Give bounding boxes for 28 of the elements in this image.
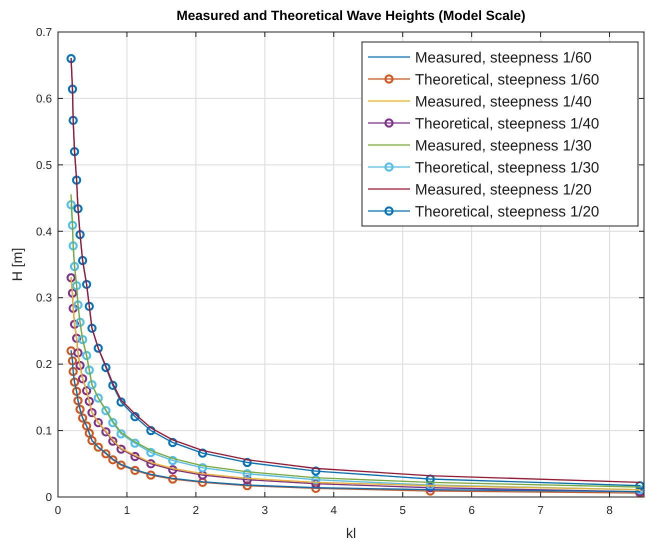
y-tick-label: 0.2 [36,359,52,372]
x-tick-label: 7 [537,505,544,517]
y-tick-label: 0.6 [36,93,52,106]
legend-label: Theoretical, steepness 1/30 [415,160,600,176]
x-axis-title: kl [346,525,356,541]
legend-label: Measured, steepness 1/20 [415,182,592,198]
chart-title: Measured and Theoretical Wave Heights (Model Scale) [176,8,526,23]
y-tick-label: 0 [46,492,52,504]
legend-label: Theoretical, steepness 1/20 [415,204,600,220]
x-tick-label: 8 [606,505,613,517]
x-tick-label: 0 [54,505,62,517]
legend-label: Measured, steepness 1/40 [415,94,592,110]
x-tick-label: 1 [124,505,130,517]
y-tick-label: 0.5 [36,160,52,172]
y-axis-title: H [m] [9,248,25,282]
legend-label: Measured, steepness 1/60 [415,50,592,66]
y-tick-label: 0.3 [36,292,52,305]
x-tick-label: 5 [400,505,406,517]
legend-label: Measured, steepness 1/30 [415,138,592,154]
legend-label: Theoretical, steepness 1/60 [415,72,600,88]
y-tick-label: 0.7 [36,27,52,39]
x-tick-label: 3 [262,505,268,517]
x-tick-label: 6 [468,505,475,517]
x-tick-label: 4 [330,505,338,517]
y-tick-label: 0.1 [36,426,52,438]
legend-label: Theoretical, steepness 1/40 [415,116,600,132]
y-tick-label: 0.4 [36,226,53,238]
x-tick-label: 2 [192,505,200,517]
